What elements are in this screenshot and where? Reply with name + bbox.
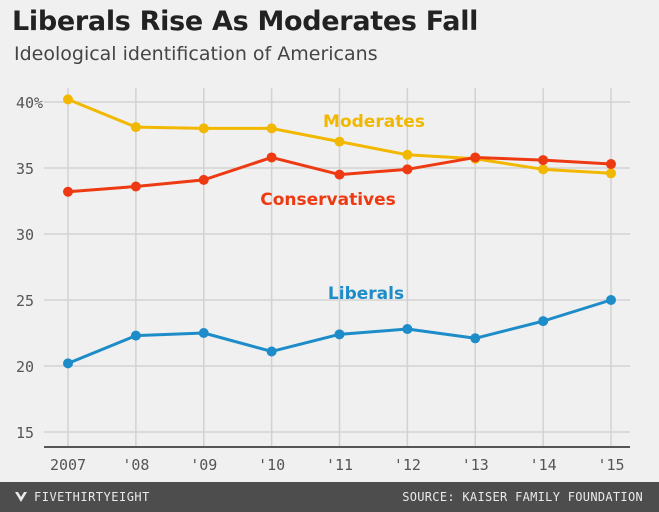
x-tick-label: '09: [190, 456, 217, 474]
chart-title: Liberals Rise As Moderates Fall: [12, 6, 479, 37]
data-point-moderates: [63, 94, 73, 105]
x-tick-label: '08: [122, 456, 149, 474]
line-chart: 15 20 25 30 35 40% 2007 '08 '09 '10 '11 '12 '13 '14 '1…: [16, 88, 630, 474]
x-tick-label: '11: [326, 456, 353, 474]
data-point-liberals: [538, 316, 549, 327]
data-point-conservatives: [334, 169, 345, 180]
x-tick-label: '14: [530, 456, 557, 474]
x-tick-label: '12: [394, 456, 421, 474]
data-point-conservatives: [470, 152, 481, 163]
chart-subtitle: Ideological identification of Americans: [14, 43, 378, 65]
data-point-conservatives: [402, 164, 413, 175]
data-point-conservatives: [63, 186, 73, 197]
source-note: SOURCE: KAISER FAMILY FOUNDATION: [402, 490, 643, 504]
y-tick-label: 15: [16, 424, 34, 442]
data-point-liberals: [266, 346, 277, 357]
y-tick-label: 25: [16, 292, 34, 310]
series-label-moderates: Moderates: [323, 112, 425, 132]
x-tick-label: '15: [597, 456, 624, 474]
data-point-moderates: [334, 136, 345, 147]
data-point-liberals: [606, 295, 616, 305]
x-tick-label: '10: [258, 456, 285, 474]
data-point-liberals: [198, 328, 209, 338]
y-tick-label: 20: [16, 358, 34, 376]
data-point-moderates: [130, 122, 141, 133]
series-label-conservatives: Conservatives: [260, 190, 396, 210]
data-point-moderates: [538, 164, 549, 175]
y-tick-label: 35: [16, 160, 34, 178]
data-point-moderates: [198, 123, 209, 134]
data-point-liberals: [402, 324, 413, 335]
data-point-conservatives: [130, 181, 141, 192]
fivethirtyeight-logo-icon: [15, 492, 27, 502]
data-point-conservatives: [266, 152, 277, 163]
data-point-liberals: [130, 330, 141, 341]
x-tick-label: '13: [462, 456, 489, 474]
data-point-conservatives: [606, 159, 616, 170]
data-point-conservatives: [198, 174, 209, 185]
brand: FIVETHIRTYEIGHT: [14, 490, 150, 504]
brand-label: FIVETHIRTYEIGHT: [34, 490, 150, 504]
y-tick-label: 30: [16, 226, 34, 244]
data-point-liberals: [470, 333, 481, 344]
data-point-moderates: [606, 168, 616, 179]
x-tick-label: 2007: [50, 456, 86, 474]
data-point-liberals: [334, 329, 345, 340]
data-point-liberals: [63, 358, 73, 369]
data-point-moderates: [266, 123, 277, 134]
series-label-liberals: Liberals: [328, 284, 404, 304]
data-point-conservatives: [538, 155, 549, 166]
data-point-moderates: [402, 149, 413, 160]
y-tick-label: 40%: [16, 94, 43, 112]
footer-bar: FIVETHIRTYEIGHT SOURCE: KAISER FAMILY FO…: [0, 482, 659, 512]
